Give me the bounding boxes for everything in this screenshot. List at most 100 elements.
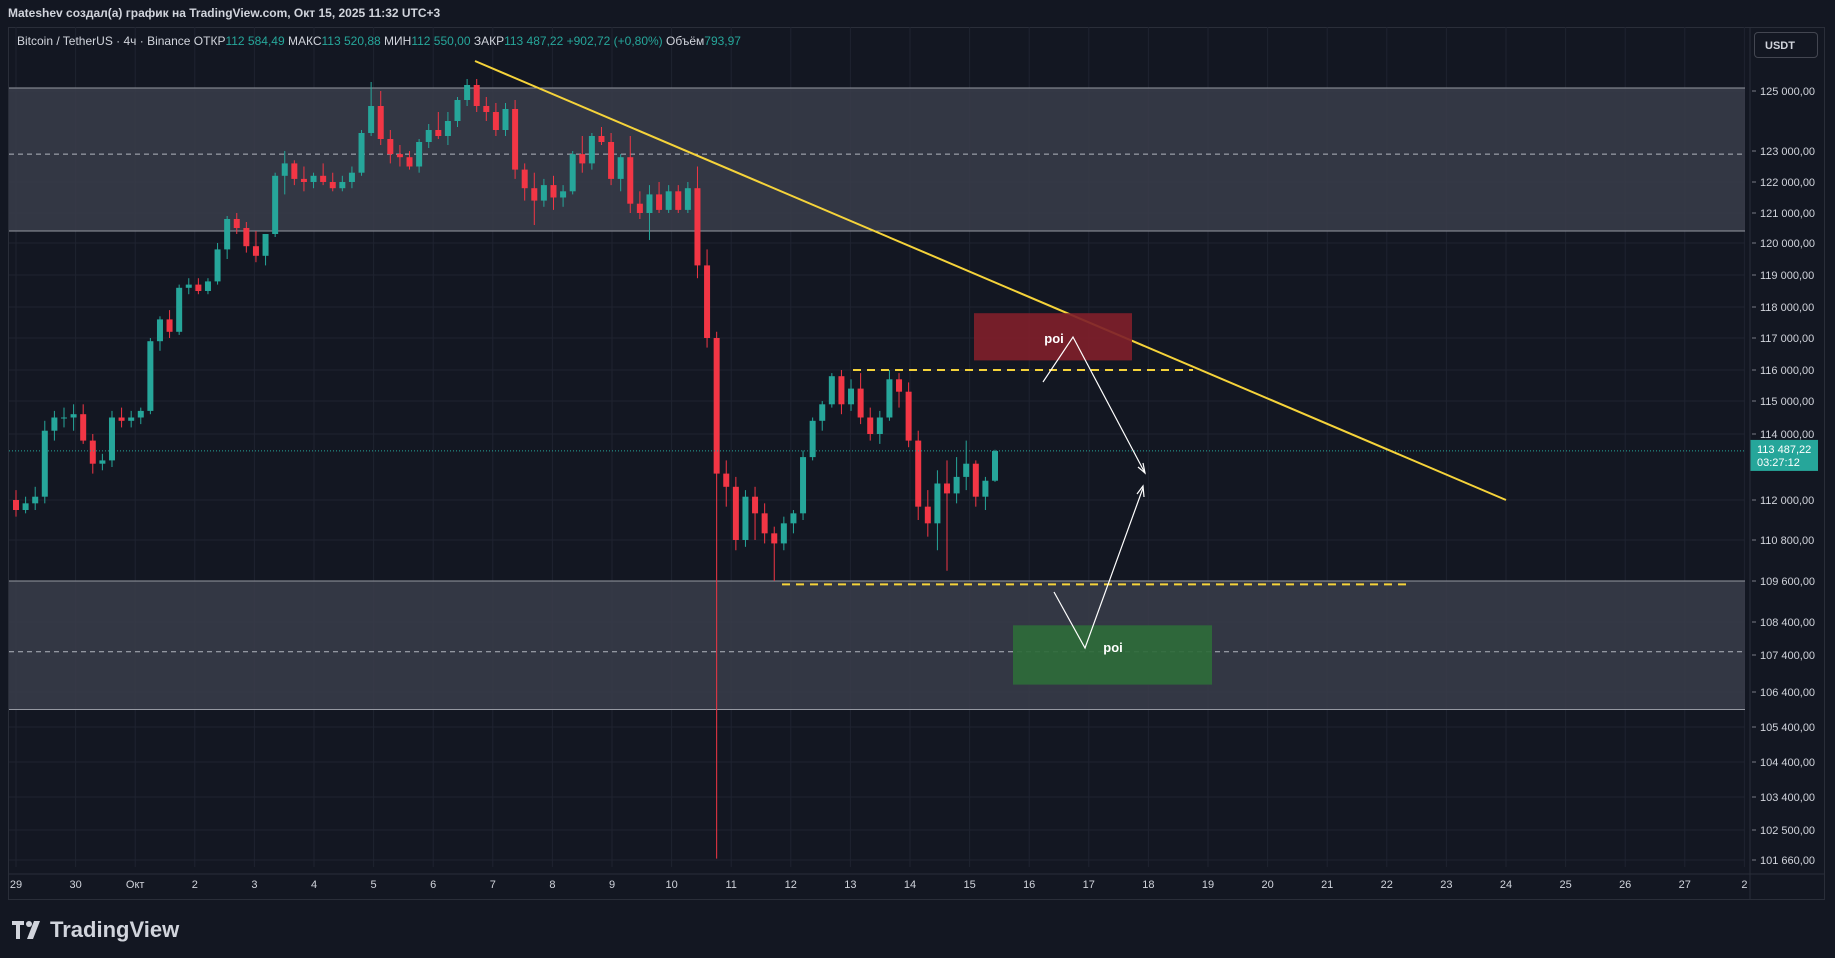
candle-body: [272, 175, 279, 234]
candle-body: [348, 172, 355, 182]
time-axis-label: 9: [609, 879, 615, 891]
poi-box[interactable]: [974, 313, 1132, 361]
candle-body: [291, 163, 298, 179]
time-axis-label: Окт: [126, 879, 145, 891]
candle-body: [915, 440, 922, 507]
candle-body: [924, 506, 931, 524]
open-label: ОТКР: [193, 34, 226, 48]
candle-body: [713, 338, 720, 474]
candle-body: [444, 121, 451, 136]
time-axis-label: 25: [1559, 879, 1571, 891]
candle-body: [742, 496, 749, 540]
time-axis-label: 8: [549, 879, 555, 891]
candle-body: [665, 191, 672, 210]
candle-body: [51, 417, 58, 431]
candle-body: [569, 154, 576, 192]
current-price-value: 113 487,22: [1757, 444, 1811, 456]
time-axis-label: 26: [1619, 879, 1631, 891]
time-axis-label: 19: [1202, 879, 1214, 891]
forecast-path-up[interactable]: [1053, 487, 1144, 650]
high-label: МАКС: [287, 34, 322, 48]
candle-body: [492, 112, 499, 130]
candle-body: [502, 109, 509, 130]
candle-body: [233, 219, 240, 228]
candle-body: [339, 182, 346, 189]
candle-body: [905, 391, 912, 441]
candle-body: [982, 480, 989, 497]
trendline[interactable]: [474, 60, 1507, 501]
range-zone-upper-range: [9, 88, 1745, 231]
forecast-path-down[interactable]: [1042, 335, 1146, 474]
price-axis-label: 106 400,00: [1760, 687, 1815, 699]
candle-body: [896, 379, 903, 392]
candle-body: [819, 404, 826, 421]
price-axis-label: 103 400,00: [1760, 792, 1815, 804]
candle-body: [636, 203, 643, 213]
candle-body: [675, 191, 682, 210]
candle-body: [118, 417, 125, 421]
candle-body: [425, 130, 432, 142]
candle-body: [406, 157, 413, 167]
candle-body: [80, 414, 87, 441]
candle-body: [416, 142, 423, 167]
candle-body: [963, 463, 970, 477]
time-axis-label: 17: [1083, 879, 1095, 891]
candle-body: [358, 133, 365, 173]
time-axis-label: 21: [1321, 879, 1333, 891]
time-axis-label: 6: [430, 879, 436, 891]
currency-selector[interactable]: USDT: [1754, 32, 1818, 58]
candle-body: [396, 154, 403, 158]
poi-box[interactable]: [1013, 625, 1212, 685]
candle-body: [857, 388, 864, 418]
price-axis-label: 117 000,00: [1760, 333, 1814, 345]
tradingview-logo[interactable]: TradingView: [12, 915, 179, 945]
high-value: 113 520,88: [321, 34, 381, 48]
candle-body: [147, 341, 154, 411]
candle-countdown: 03:27:12: [1757, 457, 1800, 469]
price-axis-label: 114 000,00: [1760, 429, 1814, 441]
candle-body: [128, 417, 135, 421]
candle-body: [838, 376, 845, 405]
candle-body: [108, 417, 115, 461]
poi-label: poi: [1103, 640, 1123, 655]
price-axis-label: 121 000,00: [1760, 208, 1815, 220]
candle-body: [598, 136, 605, 142]
candle-body: [560, 191, 567, 198]
price-axis-label: 116 000,00: [1760, 365, 1814, 377]
candle-body: [579, 154, 586, 164]
candle-body: [166, 319, 173, 332]
price-axis-label: 119 000,00: [1760, 270, 1814, 282]
candle-body: [89, 440, 96, 464]
arrow-head: [1137, 462, 1146, 475]
candle-body: [13, 500, 19, 510]
candle-body: [617, 157, 624, 179]
candle-body: [32, 496, 39, 504]
candle-body: [886, 379, 893, 418]
tradingview-logo-icon: [12, 921, 40, 939]
time-axis-label: 2: [192, 879, 198, 891]
candle-body: [281, 163, 288, 176]
brand-text: TradingView: [50, 917, 180, 942]
candle-body: [540, 185, 547, 201]
price-axis-label: 102 500,00: [1760, 825, 1815, 837]
time-axis-label: 15: [963, 879, 975, 891]
candle-body: [732, 486, 739, 540]
candle-body: [387, 139, 394, 155]
candle-body: [531, 188, 538, 201]
volume-label: Объём: [666, 34, 705, 48]
price-axis-label: 104 400,00: [1760, 757, 1815, 769]
price-axis-label: 120 000,00: [1760, 238, 1815, 250]
low-value: 112 550,00: [411, 34, 471, 48]
current-price-tag[interactable]: [1750, 439, 1818, 471]
candle-body: [310, 175, 317, 182]
time-axis-label: 22: [1381, 879, 1393, 891]
symbol-label[interactable]: Bitcoin / TetherUS · 4ч · Binance: [17, 34, 191, 48]
ohlc-legend: Bitcoin / TetherUS · 4ч · Binance ОТКР 11…: [17, 34, 741, 48]
time-axis-label: 10: [665, 879, 677, 891]
candle-body: [300, 178, 307, 182]
time-axis-label: 27: [1679, 879, 1691, 891]
candle-body: [646, 194, 653, 213]
candle-body: [790, 513, 797, 524]
candle-body: [934, 483, 941, 524]
